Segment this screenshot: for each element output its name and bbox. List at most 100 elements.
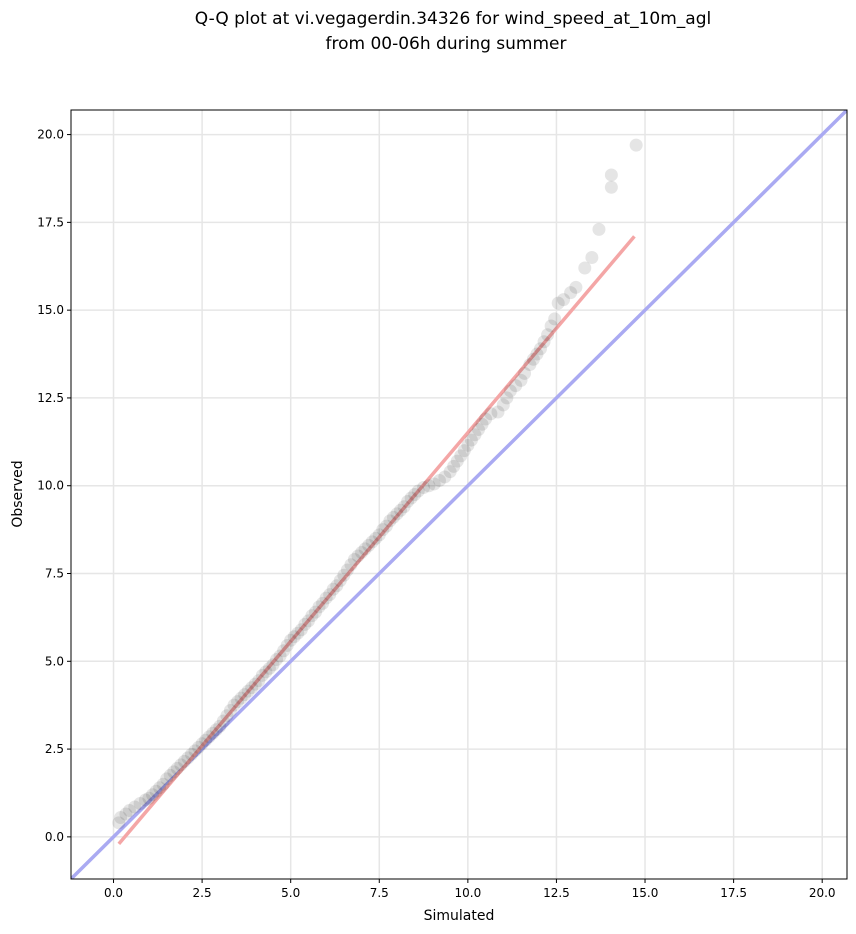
data-point bbox=[308, 605, 322, 619]
data-point bbox=[294, 623, 308, 637]
y-axis-ticks: 0.0 2.5 5.0 7.5 10.0 12.5 15.0 17.5 20.0 bbox=[37, 128, 71, 844]
x-tick-label: 12.5 bbox=[543, 886, 570, 900]
data-point bbox=[557, 293, 571, 307]
data-point bbox=[142, 791, 156, 805]
y-tick-label: 2.5 bbox=[45, 742, 64, 756]
data-point bbox=[114, 811, 128, 825]
data-point bbox=[578, 261, 592, 275]
data-point bbox=[153, 781, 167, 795]
data-point bbox=[530, 347, 544, 361]
data-point bbox=[369, 531, 383, 545]
data-point bbox=[447, 459, 461, 473]
data-point bbox=[156, 777, 170, 791]
data-point bbox=[340, 563, 354, 577]
data-point bbox=[390, 507, 404, 521]
data-point bbox=[262, 661, 276, 675]
data-point bbox=[569, 280, 583, 294]
data-point bbox=[347, 552, 361, 566]
data-point bbox=[411, 484, 425, 498]
x-tick-label: 5.0 bbox=[281, 886, 300, 900]
y-tick-label: 7.5 bbox=[45, 567, 64, 581]
data-point bbox=[128, 800, 142, 814]
data-point bbox=[231, 695, 245, 709]
data-point bbox=[223, 703, 237, 717]
data-point bbox=[160, 772, 174, 786]
data-point bbox=[259, 665, 273, 679]
data-point bbox=[238, 688, 252, 702]
data-point bbox=[585, 250, 599, 264]
data-point bbox=[138, 793, 152, 807]
data-point bbox=[544, 319, 558, 333]
x-tick-label: 15.0 bbox=[632, 886, 659, 900]
identity-line bbox=[71, 110, 847, 879]
data-point bbox=[358, 542, 372, 556]
y-tick-label: 12.5 bbox=[37, 391, 64, 405]
data-point bbox=[234, 691, 248, 705]
data-point bbox=[417, 480, 431, 494]
x-tick-label: 20.0 bbox=[809, 886, 836, 900]
data-point bbox=[163, 768, 177, 782]
data-point bbox=[252, 674, 266, 688]
data-point bbox=[181, 751, 195, 765]
data-point bbox=[394, 503, 408, 517]
data-point bbox=[438, 470, 452, 484]
data-point bbox=[514, 373, 528, 387]
data-point bbox=[192, 740, 206, 754]
data-point bbox=[248, 677, 262, 691]
y-tick-label: 20.0 bbox=[37, 128, 64, 142]
plot-frame bbox=[70, 109, 848, 880]
data-point bbox=[199, 733, 213, 747]
data-point bbox=[245, 681, 259, 695]
data-point bbox=[355, 545, 369, 559]
data-point bbox=[533, 342, 547, 356]
reference-lines bbox=[71, 110, 847, 879]
data-points bbox=[112, 138, 643, 830]
data-point bbox=[241, 684, 255, 698]
y-tick-label: 5.0 bbox=[45, 654, 64, 668]
data-point bbox=[551, 296, 565, 310]
data-point bbox=[213, 719, 227, 733]
data-point bbox=[629, 138, 643, 152]
data-point bbox=[365, 535, 379, 549]
data-point bbox=[149, 784, 163, 798]
data-point bbox=[291, 626, 305, 640]
x-tick-label: 0.0 bbox=[104, 886, 123, 900]
data-point bbox=[454, 449, 468, 463]
data-point bbox=[564, 286, 578, 300]
data-point bbox=[330, 579, 344, 593]
data-point bbox=[206, 726, 220, 740]
data-point bbox=[541, 328, 555, 342]
data-point bbox=[344, 558, 358, 572]
data-point bbox=[397, 500, 411, 514]
data-point bbox=[298, 617, 312, 631]
data-point bbox=[479, 412, 493, 426]
data-point bbox=[468, 428, 482, 442]
data-point bbox=[376, 523, 390, 537]
data-point bbox=[333, 574, 347, 588]
x-axis-ticks: 0.0 2.5 5.0 7.5 10.0 12.5 15.0 17.5 20.0 bbox=[104, 879, 836, 900]
data-point bbox=[491, 405, 505, 419]
data-point bbox=[174, 758, 188, 772]
data-point bbox=[301, 614, 315, 628]
data-point bbox=[266, 658, 280, 672]
data-point bbox=[464, 433, 478, 447]
data-point bbox=[496, 398, 510, 412]
y-tick-label: 0.0 bbox=[45, 830, 64, 844]
fit-line bbox=[117, 235, 636, 846]
x-tick-label: 17.5 bbox=[720, 886, 747, 900]
data-point bbox=[461, 438, 475, 452]
data-point bbox=[312, 600, 326, 614]
data-point bbox=[273, 649, 287, 663]
data-point bbox=[188, 744, 202, 758]
data-point bbox=[523, 358, 537, 372]
x-tick-label: 2.5 bbox=[193, 886, 212, 900]
data-point bbox=[305, 609, 319, 623]
x-axis-label: Simulated bbox=[424, 908, 495, 924]
data-point bbox=[450, 454, 464, 468]
data-point bbox=[202, 730, 216, 744]
data-point bbox=[145, 788, 159, 802]
data-point bbox=[404, 491, 418, 505]
data-point bbox=[316, 596, 330, 610]
data-point bbox=[422, 479, 436, 493]
